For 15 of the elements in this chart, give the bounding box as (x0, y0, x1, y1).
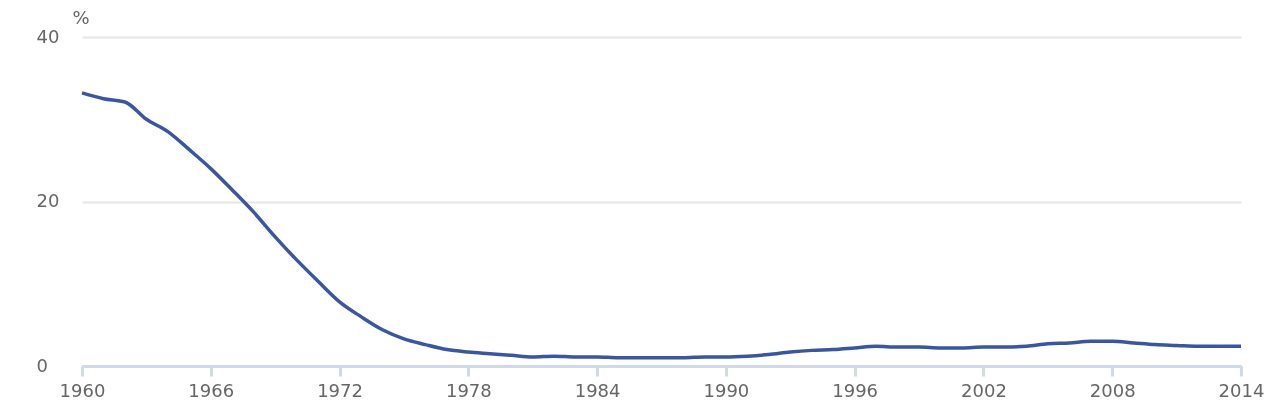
y-tick-label: 20 (36, 190, 60, 211)
x-tick-label: 2008 (1089, 379, 1136, 401)
x-tick-label: 1990 (703, 379, 750, 401)
x-tick-label: 1960 (59, 379, 106, 401)
x-tick-label: 2014 (1218, 379, 1265, 401)
line-series (80, 91, 1243, 360)
y-tick-label: 40 (36, 25, 60, 47)
x-tick-label: 1972 (317, 379, 363, 401)
x-tick-label: 1978 (445, 379, 492, 401)
x-tick-label: 1996 (832, 379, 879, 401)
x-tick-label: 1966 (188, 379, 235, 401)
x-tick-label: 2002 (961, 379, 1007, 401)
y-tick-label: 0 (36, 354, 48, 376)
x-tick-label: 1984 (574, 379, 621, 401)
y-axis-title: % (72, 6, 90, 28)
